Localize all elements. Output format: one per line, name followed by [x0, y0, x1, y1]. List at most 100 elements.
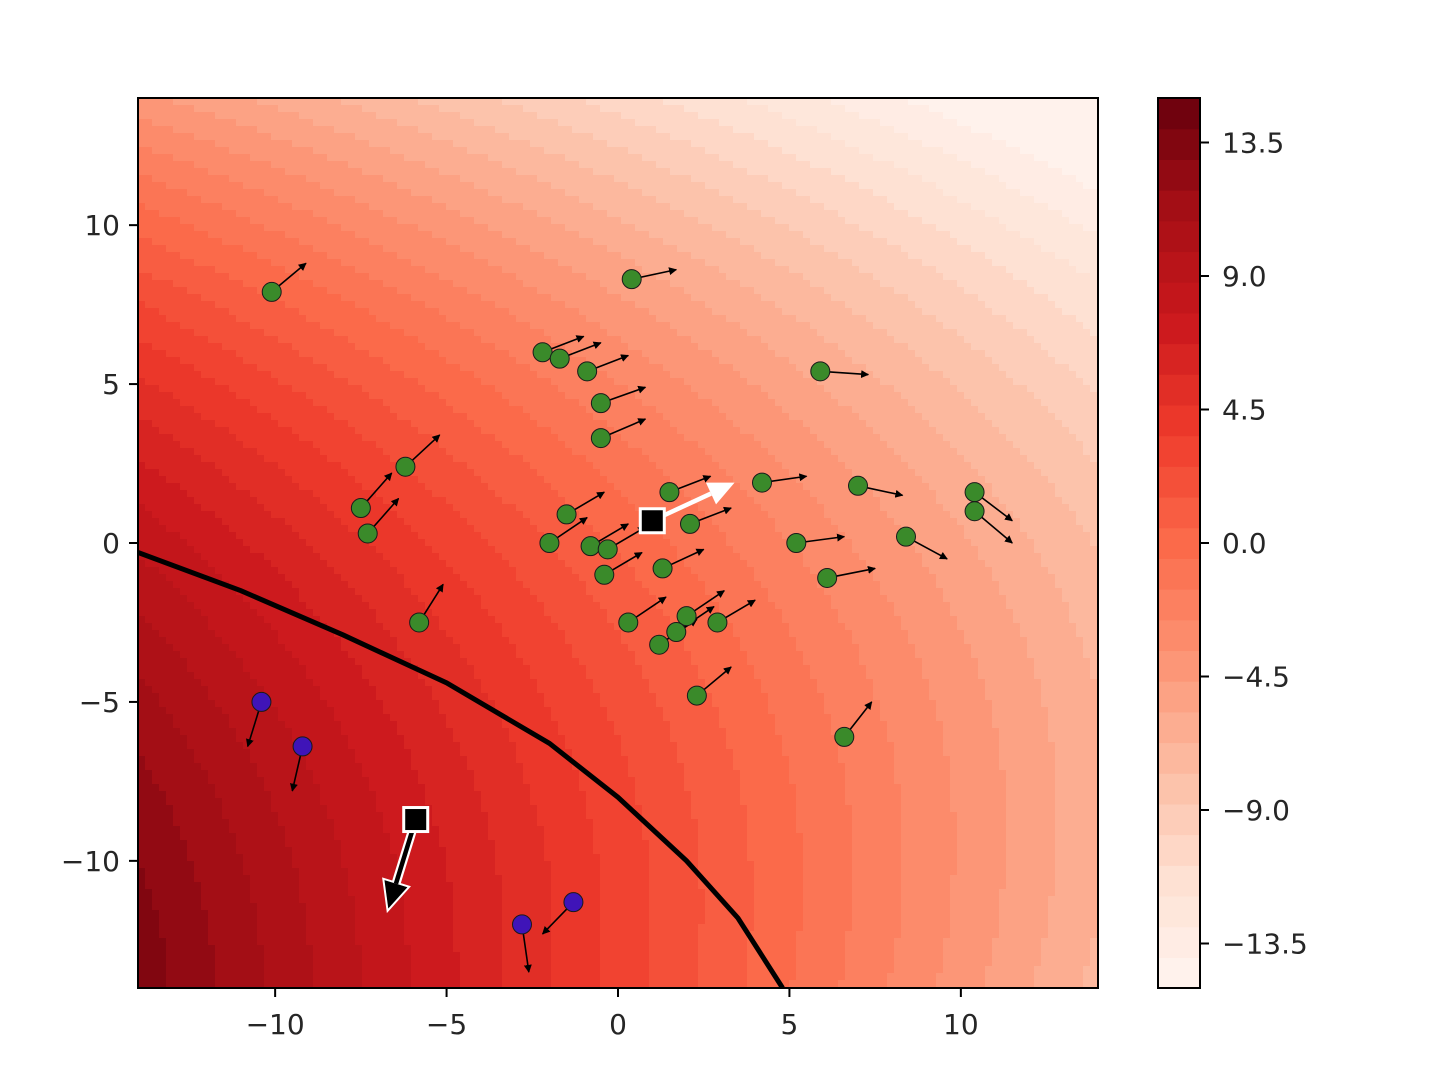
- contour-cell: [453, 294, 461, 302]
- contour-cell: [943, 238, 951, 246]
- contour-cell: [551, 329, 559, 337]
- contour-cell: [327, 336, 335, 344]
- contour-cell: [208, 287, 216, 295]
- contour-cell: [768, 126, 776, 134]
- contour-cell: [579, 315, 587, 323]
- contour-cell: [327, 280, 335, 288]
- contour-cell: [145, 252, 153, 260]
- contour-cell: [1083, 238, 1091, 246]
- contour-cell: [677, 336, 685, 344]
- contour-cell: [698, 126, 706, 134]
- contour-cell: [607, 182, 615, 190]
- contour-cell: [138, 350, 146, 358]
- contour-cell: [138, 98, 146, 106]
- contour-cell: [572, 175, 580, 183]
- contour-cell: [194, 301, 202, 309]
- contour-cell: [348, 287, 356, 295]
- contour-cell: [586, 308, 594, 316]
- contour-cell: [229, 119, 237, 127]
- contour-cell: [971, 98, 979, 106]
- contour-cell: [894, 119, 902, 127]
- contour-cell: [1041, 231, 1049, 239]
- contour-cell: [649, 168, 657, 176]
- contour-cell: [614, 308, 622, 316]
- contour-cell: [684, 217, 692, 225]
- contour-cell: [299, 182, 307, 190]
- contour-cell: [649, 196, 657, 204]
- contour-cell: [299, 161, 307, 169]
- contour-cell: [915, 175, 923, 183]
- contour-cell: [180, 217, 188, 225]
- contour-cell: [362, 189, 370, 197]
- contour-cell: [985, 196, 993, 204]
- contour-cell: [1083, 98, 1091, 106]
- contour-cell: [614, 329, 622, 337]
- contour-cell: [579, 329, 587, 337]
- contour-cell: [1076, 140, 1084, 148]
- contour-cell: [376, 112, 384, 120]
- contour-cell: [705, 308, 713, 316]
- contour-cell: [278, 133, 286, 141]
- contour-cell: [649, 336, 657, 344]
- contour-cell: [761, 266, 769, 274]
- contour-cell: [180, 266, 188, 274]
- contour-cell: [313, 140, 321, 148]
- contour-cell: [544, 322, 552, 330]
- contour-cell: [859, 301, 867, 309]
- contour-cell: [684, 315, 692, 323]
- contour-cell: [936, 196, 944, 204]
- contour-cell: [502, 266, 510, 274]
- contour-cell: [474, 140, 482, 148]
- contour-cell: [362, 196, 370, 204]
- contour-cell: [1062, 231, 1070, 239]
- contour-cell: [439, 161, 447, 169]
- contour-cell: [838, 161, 846, 169]
- contour-cell: [502, 182, 510, 190]
- contour-cell: [915, 196, 923, 204]
- contour-cell: [1069, 238, 1077, 246]
- contour-cell: [299, 336, 307, 344]
- contour-cell: [754, 329, 762, 337]
- contour-cell: [1090, 189, 1098, 197]
- contour-cell: [600, 329, 608, 337]
- contour-cell: [509, 182, 517, 190]
- contour-cell: [502, 217, 510, 225]
- contour-cell: [824, 231, 832, 239]
- contour-cell: [194, 189, 202, 197]
- contour-cell: [488, 336, 496, 344]
- contour-cell: [376, 119, 384, 127]
- contour-cell: [908, 224, 916, 232]
- contour-cell: [607, 126, 615, 134]
- contour-cell: [208, 161, 216, 169]
- contour-cell: [488, 154, 496, 162]
- contour-cell: [915, 182, 923, 190]
- contour-cell: [628, 315, 636, 323]
- contour-cell: [768, 266, 776, 274]
- contour-cell: [600, 154, 608, 162]
- contour-cell: [992, 210, 1000, 218]
- contour-cell: [180, 238, 188, 246]
- contour-cell: [586, 182, 594, 190]
- contour-cell: [523, 112, 531, 120]
- contour-cell: [306, 350, 314, 358]
- contour-cell: [278, 350, 286, 358]
- contour-cell: [152, 273, 160, 281]
- contour-cell: [530, 287, 538, 295]
- contour-cell: [782, 112, 790, 120]
- contour-cell: [152, 336, 160, 344]
- contour-cell: [663, 273, 671, 281]
- contour-cell: [642, 252, 650, 260]
- contour-cell: [208, 315, 216, 323]
- contour-cell: [565, 294, 573, 302]
- contour-cell: [635, 217, 643, 225]
- contour-cell: [208, 147, 216, 155]
- contour-cell: [894, 315, 902, 323]
- contour-cell: [187, 231, 195, 239]
- contour-cell: [572, 308, 580, 316]
- contour-cell: [593, 98, 601, 106]
- contour-cell: [761, 287, 769, 295]
- contour-cell: [334, 126, 342, 134]
- contour-cell: [481, 301, 489, 309]
- contour-cell: [551, 280, 559, 288]
- contour-cell: [943, 322, 951, 330]
